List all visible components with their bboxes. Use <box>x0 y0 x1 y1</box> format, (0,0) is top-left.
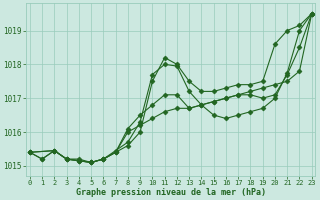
X-axis label: Graphe pression niveau de la mer (hPa): Graphe pression niveau de la mer (hPa) <box>76 188 266 197</box>
